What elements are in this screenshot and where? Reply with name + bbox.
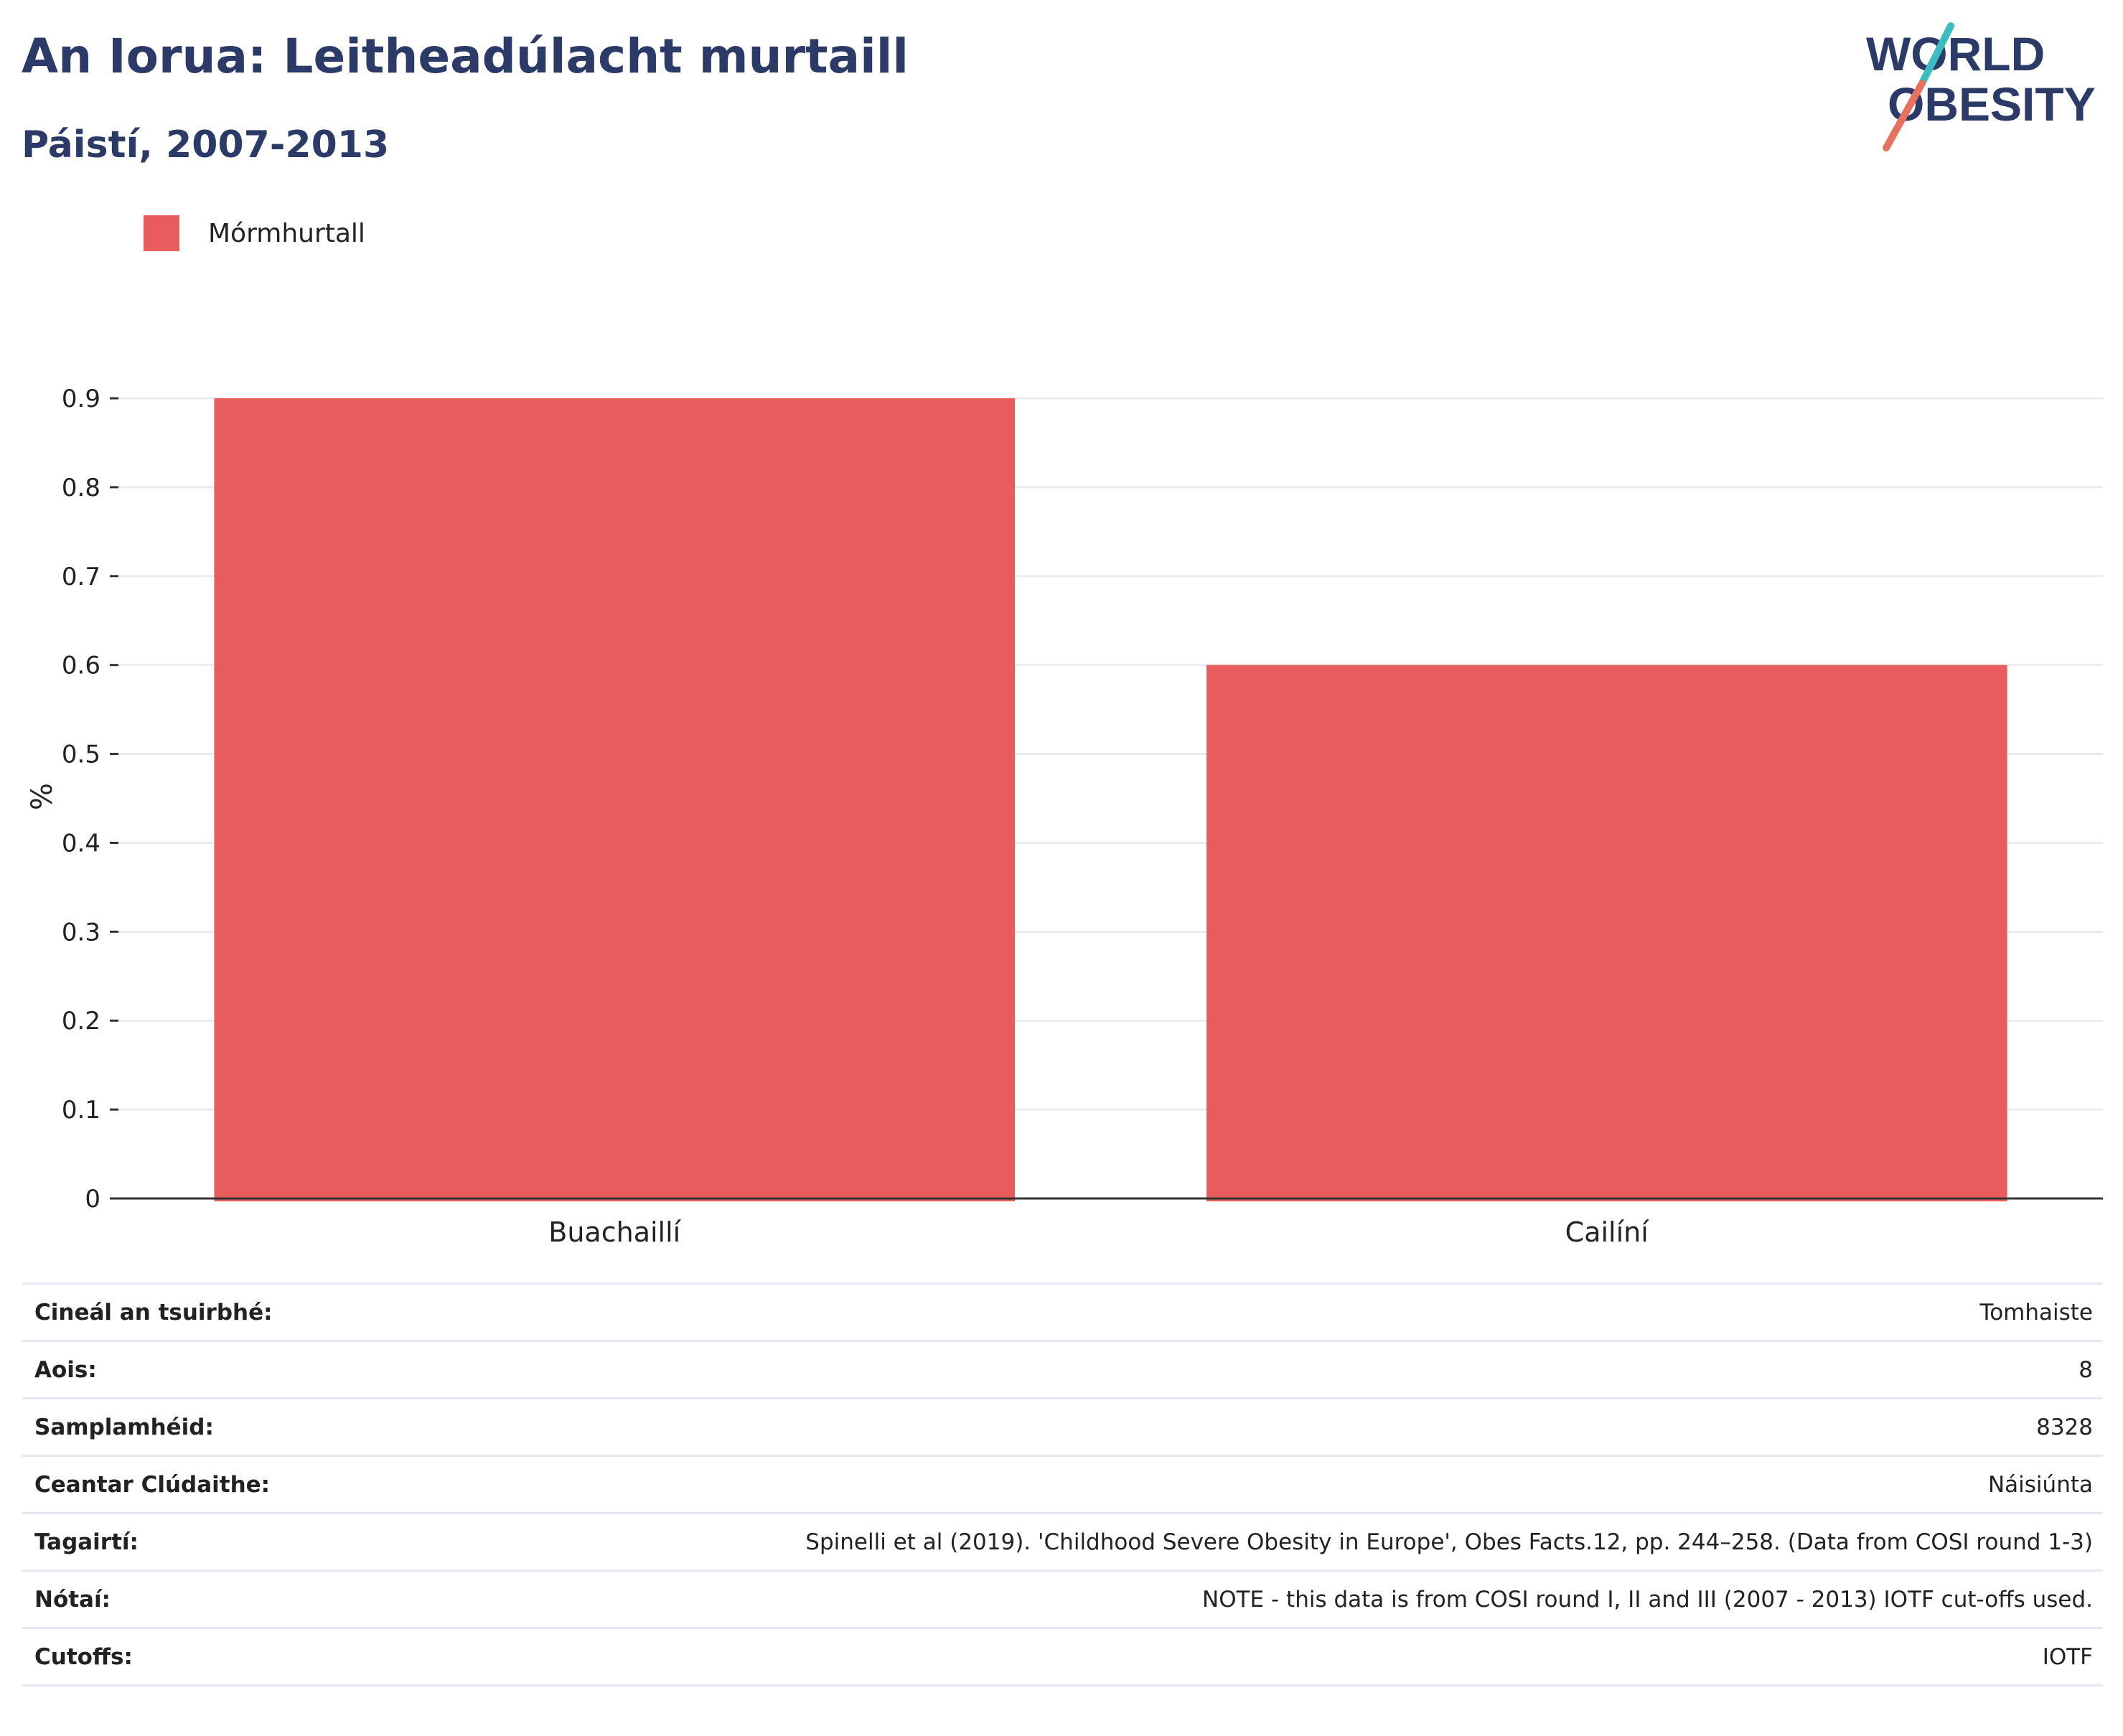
info-value: IOTF [336, 1627, 2103, 1686]
logo-slash-coral [1883, 80, 1926, 151]
info-label: Samplamhéid: [22, 1397, 336, 1457]
info-label: Cutoffs: [22, 1627, 336, 1686]
info-label: Aois: [22, 1340, 336, 1399]
info-label: Nótaí: [22, 1570, 336, 1629]
y-tick-label: 0.6 [62, 652, 100, 680]
info-value: Spinelli et al (2019). 'Childhood Severe… [336, 1512, 2103, 1572]
y-tick-label: 0.4 [62, 829, 100, 858]
info-row: Cutoffs: IOTF [22, 1627, 2103, 1686]
x-tick-label: Cailíní [1565, 1216, 1650, 1248]
y-tick-label: 0.1 [62, 1096, 100, 1125]
info-row: Aois: 8 [22, 1340, 2103, 1399]
info-value: 8 [336, 1340, 2103, 1399]
info-label: Tagairtí: [22, 1512, 336, 1572]
info-row: Ceantar Clúdaithe: Náisiúnta [22, 1455, 2103, 1514]
bar [1206, 665, 2007, 1201]
world-obesity-logo: WORLD OBESITY [1866, 22, 2096, 151]
chart-subtitle: Páistí, 2007-2013 [22, 123, 390, 166]
y-tick-label: 0.9 [62, 385, 100, 413]
logo-text-world: WORLD [1866, 27, 2045, 80]
info-row: Cineál an tsuirbhé: Tomhaiste [22, 1282, 2103, 1342]
info-value: NOTE - this data is from COSI round I, I… [336, 1570, 2103, 1629]
bar-chart: 0 0.1 0.2 0.3 0.4 0.5 0.6 0.7 0.8 0.9% Buachaillí C… [26, 385, 2103, 1248]
y-tick-label: 0.8 [62, 474, 100, 502]
chart-title: An Iorua: Leitheadúlacht murtaill [22, 29, 909, 84]
y-tick-label: 0.5 [62, 741, 100, 769]
y-tick-label: 0.3 [62, 918, 100, 947]
info-row: Samplamhéid: 8328 [22, 1397, 2103, 1457]
y-tick-label: 0 [85, 1185, 100, 1214]
legend-label: Mórmhurtall [208, 218, 365, 248]
legend: Mórmhurtall [144, 212, 365, 255]
info-row: Tagairtí: Spinelli et al (2019). 'Childho… [22, 1512, 2103, 1572]
legend-swatch [144, 215, 179, 251]
info-row: Nótaí: NOTE - this data is from COSI roun… [22, 1570, 2103, 1629]
info-value: Náisiúnta [336, 1455, 2103, 1514]
logo-slash-teal [1918, 22, 1954, 87]
y-tick-label: 0.2 [62, 1007, 100, 1036]
info-value: 8328 [336, 1397, 2103, 1457]
info-value: Tomhaiste [336, 1282, 2103, 1342]
info-table: Cineál an tsuirbhé: Tomhaiste Aois: 8 Sampla… [22, 1282, 2103, 1686]
y-axis-label: % [26, 783, 59, 810]
info-label: Cineál an tsuirbhé: [22, 1282, 336, 1342]
info-label: Ceantar Clúdaithe: [22, 1455, 336, 1514]
bar [214, 398, 1016, 1201]
y-tick-label: 0.7 [62, 563, 100, 591]
x-tick-label: Buachaillí [548, 1216, 681, 1248]
